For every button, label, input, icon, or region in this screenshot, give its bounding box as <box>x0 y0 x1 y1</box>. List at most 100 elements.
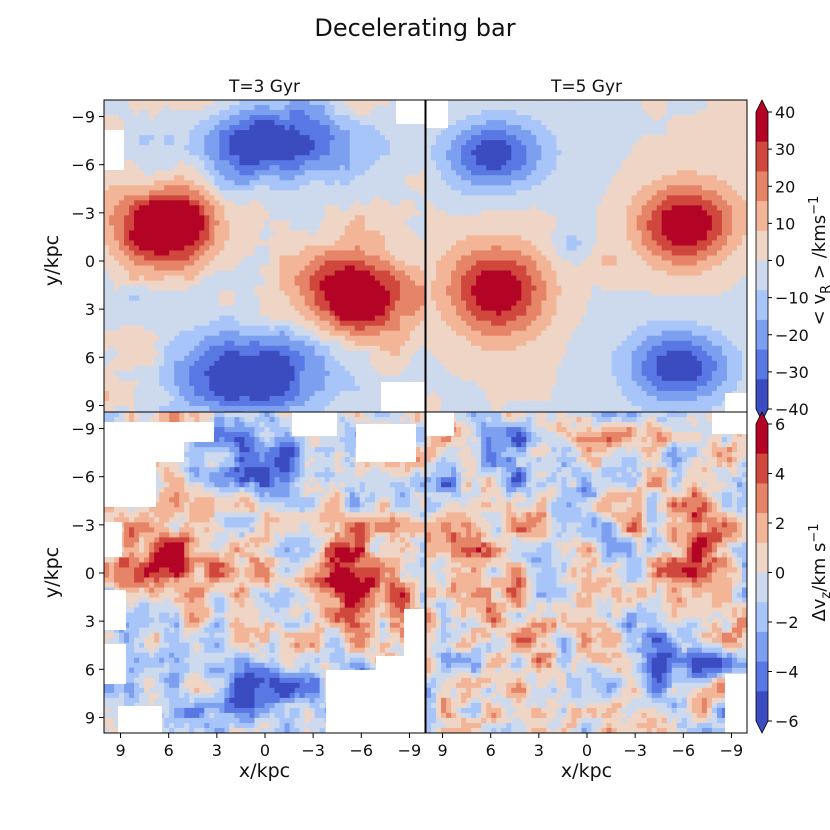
heatmap-cell <box>179 270 185 277</box>
heatmap-cell <box>349 350 356 357</box>
heatmap-cell <box>259 155 266 161</box>
heatmap-cell <box>319 355 326 362</box>
heatmap-cell <box>384 200 391 206</box>
heatmap-cell <box>224 390 230 397</box>
heatmap-cell <box>189 135 195 141</box>
heatmap-cell <box>149 275 155 282</box>
heatmap-cell <box>369 110 376 116</box>
heatmap-cell <box>359 225 366 232</box>
heatmap-cell <box>279 225 286 232</box>
heatmap-cell <box>209 320 215 327</box>
heatmap-cell <box>284 225 291 232</box>
heatmap-cell <box>491 315 497 322</box>
heatmap-cell <box>334 300 341 307</box>
heatmap-cell <box>119 110 125 116</box>
heatmap-cell <box>259 335 266 342</box>
heatmap-cell <box>199 150 205 156</box>
heatmap-cell <box>334 200 341 206</box>
heatmap-cell <box>289 405 296 412</box>
heatmap-cell <box>274 200 281 206</box>
heatmap-cell <box>189 210 195 216</box>
heatmap-cell <box>209 285 215 292</box>
heatmap-cell <box>234 115 241 121</box>
heatmap-cell <box>194 125 200 131</box>
heatmap-cell <box>389 235 396 242</box>
heatmap-cell <box>249 160 256 166</box>
heatmap-cell <box>374 365 381 372</box>
heatmap-cell <box>179 305 185 312</box>
heatmap-cell <box>431 375 437 382</box>
heatmap-cell <box>329 270 336 277</box>
heatmap-cell <box>486 150 492 156</box>
heatmap-cell <box>304 375 311 382</box>
heatmap-cell <box>431 230 437 237</box>
heatmap-cell <box>204 225 210 232</box>
heatmap-cell <box>436 310 442 317</box>
heatmap-cell <box>379 285 386 292</box>
heatmap-cell <box>104 385 110 392</box>
heatmap-cell <box>349 160 356 166</box>
heatmap-cell <box>319 370 326 377</box>
heatmap-cell <box>214 220 220 226</box>
heatmap-cell <box>224 210 230 216</box>
heatmap-cell <box>446 335 452 342</box>
heatmap-cell <box>259 210 266 216</box>
heatmap-cell <box>414 130 421 136</box>
heatmap-cell <box>304 100 311 106</box>
heatmap-cell <box>224 185 230 191</box>
heatmap-cell <box>389 305 396 312</box>
heatmap-cell <box>389 320 396 327</box>
heatmap-cell <box>344 405 351 412</box>
heatmap-cell <box>174 375 180 382</box>
heatmap-cell <box>481 315 487 322</box>
heatmap-cell <box>279 320 286 327</box>
heatmap-cell <box>374 220 381 226</box>
heatmap-cell <box>299 285 306 292</box>
heatmap-cell <box>481 350 487 357</box>
heatmap-cell <box>359 365 366 372</box>
heatmap-cell <box>456 195 462 201</box>
heatmap-cell <box>184 290 190 297</box>
heatmap-cell <box>274 335 281 342</box>
heatmap-cell <box>109 210 115 216</box>
heatmap-cell <box>349 380 356 387</box>
heatmap-cell <box>354 190 361 196</box>
heatmap-cell <box>239 240 246 247</box>
heatmap-cell <box>409 230 416 237</box>
heatmap-cell <box>304 145 311 151</box>
heatmap-cell <box>189 335 195 342</box>
heatmap-cell <box>364 405 371 412</box>
heatmap-cell <box>224 115 230 121</box>
heatmap-cell <box>224 320 230 327</box>
heatmap-cell <box>279 315 286 322</box>
heatmap-cell <box>329 385 336 392</box>
heatmap-cell <box>314 185 321 191</box>
heatmap-cell <box>384 115 391 121</box>
heatmap-cell <box>314 115 321 121</box>
heatmap-cell <box>481 290 487 297</box>
heatmap-cell <box>199 245 205 252</box>
heatmap-cell <box>329 300 336 307</box>
heatmap-cell <box>134 385 140 392</box>
heatmap-cell <box>284 125 291 131</box>
heatmap-cell <box>194 335 200 342</box>
heatmap-cell <box>359 335 366 342</box>
heatmap-cell <box>109 120 115 126</box>
heatmap-cell <box>184 270 190 277</box>
heatmap-cell <box>119 230 125 237</box>
heatmap-cell <box>349 205 356 211</box>
heatmap-cell <box>154 315 160 322</box>
heatmap-cell <box>199 375 205 382</box>
heatmap-cell <box>154 225 160 232</box>
heatmap-cell <box>404 200 411 206</box>
heatmap-cell <box>466 200 472 206</box>
heatmap-cell <box>304 270 311 277</box>
heatmap-cell <box>329 215 336 221</box>
heatmap-cell <box>119 240 125 247</box>
heatmap-cell <box>139 315 145 322</box>
heatmap-cell <box>354 320 361 327</box>
heatmap-cell <box>144 295 150 302</box>
heatmap-cell <box>129 175 135 181</box>
heatmap-cell <box>456 150 462 156</box>
heatmap-cell <box>184 140 190 146</box>
